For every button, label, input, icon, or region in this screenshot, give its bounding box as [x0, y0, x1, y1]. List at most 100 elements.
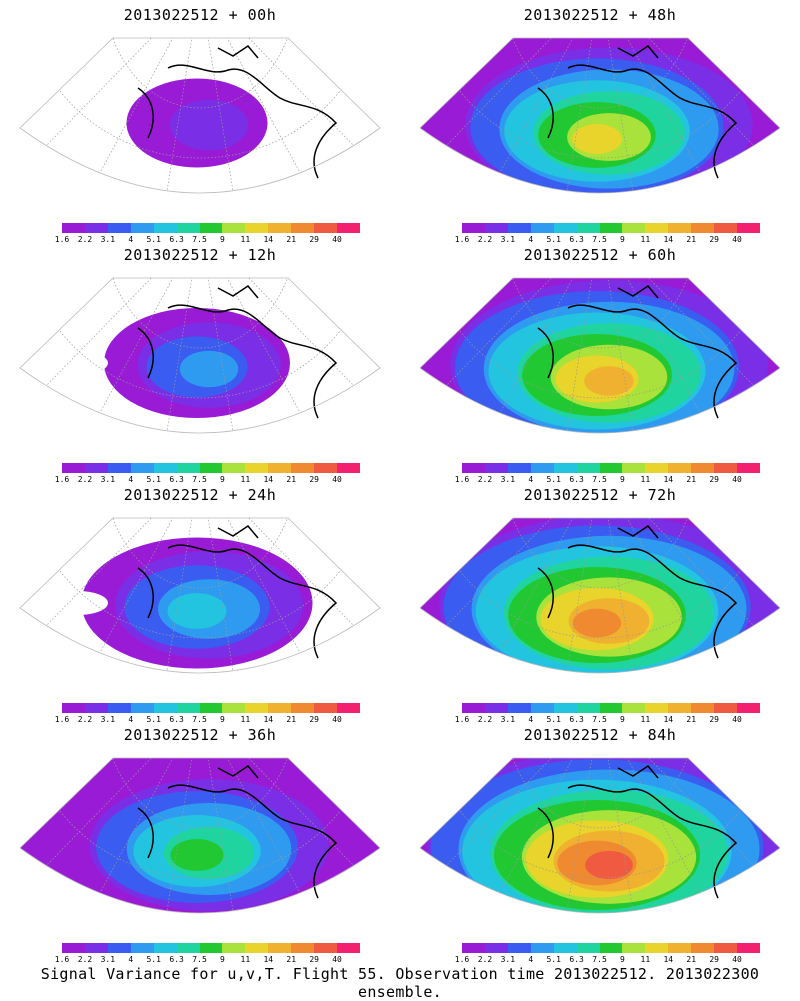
colorbar-tick-label: 40	[332, 235, 342, 244]
colorbar-tick-label: 7.5	[192, 475, 207, 484]
colorbar	[62, 223, 360, 233]
colorbar-segment	[714, 703, 738, 713]
coastline	[137, 45, 338, 179]
colorbar-segment	[107, 223, 131, 233]
colorbar-tick-label: 14	[663, 475, 674, 484]
colorbar-segment	[484, 463, 508, 473]
colorbar-segment	[691, 223, 715, 233]
colorbar-tick-label: 3.1	[100, 715, 116, 724]
colorbar-tick-label: 2.2	[477, 475, 493, 484]
colorbar-ticks: 1.6 2.2 3.1 4 5.1 6.3 7.5 9 11 14 21 29 40	[55, 235, 360, 245]
colorbar-ticks: 1.6 2.2 3.1 4 5.1 6.3 7.5 9 11 14 21 29 40	[55, 955, 360, 965]
colorbar-tick-label: 6.3	[569, 715, 584, 724]
colorbar-tick-label: 2.2	[77, 715, 93, 724]
variance-map	[419, 757, 781, 914]
colorbar-tick-label: 3.1	[500, 475, 516, 484]
colorbar-segment	[462, 463, 485, 473]
colorbar-tick-label: 29	[309, 235, 319, 244]
colorbar-segment	[199, 463, 223, 473]
colorbar-segment	[530, 463, 554, 473]
colorbar-segment	[199, 223, 223, 233]
colorbar-segment	[130, 943, 154, 953]
colorbar-tick-label: 21	[286, 715, 297, 724]
variance-field	[420, 38, 780, 193]
colorbar-tick-label: 3.1	[100, 475, 116, 484]
colorbar-segment	[576, 223, 600, 233]
colorbar-tick-label: 14	[663, 715, 674, 724]
colorbar-tick-label: 14	[263, 475, 274, 484]
colorbar-tick-label: 29	[709, 475, 719, 484]
colorbar-tick-label: 7.5	[192, 955, 207, 964]
variance-field	[420, 758, 780, 913]
colorbar-tick-label: 2.2	[77, 235, 93, 244]
colorbar-tick-label: 21	[286, 955, 297, 964]
colorbar-segment	[84, 463, 108, 473]
colorbar-ticks: 1.6 2.2 3.1 4 5.1 6.3 7.5 9 11 14 21 29 40	[455, 235, 760, 245]
colorbar-segment	[462, 943, 485, 953]
colorbar-tick-label: 9	[620, 715, 625, 724]
colorbar-segment	[153, 943, 177, 953]
coastline	[537, 525, 738, 659]
colorbar-segment	[314, 943, 338, 953]
colorbar-segment	[576, 463, 600, 473]
colorbar-segment	[107, 943, 131, 953]
colorbar-tick-label: 6.3	[169, 235, 184, 244]
map-panel: 2013022512 + 12h 1.6 2.2 3.1 4 5.1 6.3 7.5 9 11 14…	[0, 240, 400, 490]
colorbar-tick-label: 9	[620, 235, 625, 244]
colorbar-segment	[291, 463, 315, 473]
colorbar-segment	[130, 223, 154, 233]
colorbar-tick-label: 3.1	[500, 955, 516, 964]
colorbar-tick-label: 14	[663, 955, 674, 964]
colorbar-tick-label: 40	[732, 955, 742, 964]
colorbar-segment	[507, 223, 531, 233]
map-panel: 2013022512 + 36h 1.6 2.2 3.1 4 5.1 6.3 7.5 9 11 14…	[0, 720, 400, 970]
colorbar-tick-label: 3.1	[100, 235, 116, 244]
colorbar-segment	[291, 223, 315, 233]
colorbar-tick-label: 11	[640, 715, 651, 724]
colorbar-tick-label: 9	[220, 475, 225, 484]
colorbar-tick-label: 3.1	[500, 715, 516, 724]
colorbar-tick-label: 40	[732, 715, 742, 724]
colorbar-tick-label: 21	[686, 715, 697, 724]
colorbar-segment	[622, 943, 646, 953]
colorbar-segment	[622, 463, 646, 473]
colorbar-tick-label: 1.6	[454, 955, 470, 964]
colorbar-tick-label: 9	[220, 715, 225, 724]
colorbar-segment	[645, 223, 669, 233]
colorbar-tick-label: 5.1	[146, 955, 161, 964]
colorbar-segment	[714, 943, 738, 953]
colorbar-segment	[245, 943, 269, 953]
coastline	[137, 285, 338, 419]
colorbar-tick-label: 5.1	[146, 235, 161, 244]
figure-caption: Signal Variance for u,v,T. Flight 55. Ob…	[40, 965, 760, 1001]
variance-map	[19, 277, 381, 434]
colorbar-tick-label: 2.2	[477, 955, 493, 964]
colorbar-tick-label: 11	[240, 475, 251, 484]
colorbar-ticks: 1.6 2.2 3.1 4 5.1 6.3 7.5 9 11 14 21 29 40	[55, 715, 360, 725]
colorbar-tick-label: 11	[640, 235, 651, 244]
colorbar-segment	[737, 223, 760, 233]
colorbar-tick-label: 4	[128, 235, 134, 244]
colorbar-segment	[462, 703, 485, 713]
colorbar-tick-label: 7.5	[592, 955, 607, 964]
colorbar-tick-label: 4	[528, 715, 534, 724]
colorbar-tick-label: 14	[663, 235, 674, 244]
colorbar-tick-label: 4	[528, 955, 534, 964]
colorbar-segment	[153, 703, 177, 713]
panel-title: 2013022512 + 24h	[123, 486, 277, 504]
colorbar-tick-label: 4	[528, 235, 534, 244]
colorbar-segment	[176, 223, 200, 233]
variance-map	[419, 517, 781, 674]
colorbar-tick-label: 5.1	[546, 715, 561, 724]
colorbar-segment	[176, 943, 200, 953]
colorbar-segment	[645, 943, 669, 953]
colorbar-segment	[691, 463, 715, 473]
colorbar-tick-label: 2.2	[477, 715, 493, 724]
map-panel: 2013022512 + 60h 1.6 2.2 3.1 4 5.1 6.3 7.5 9 11 14…	[400, 240, 800, 490]
panel-title: 2013022512 + 12h	[123, 246, 277, 264]
colorbar	[462, 703, 760, 713]
colorbar-segment	[176, 463, 200, 473]
colorbar-segment	[530, 703, 554, 713]
colorbar-segment	[553, 223, 577, 233]
colorbar-tick-label: 11	[640, 955, 651, 964]
